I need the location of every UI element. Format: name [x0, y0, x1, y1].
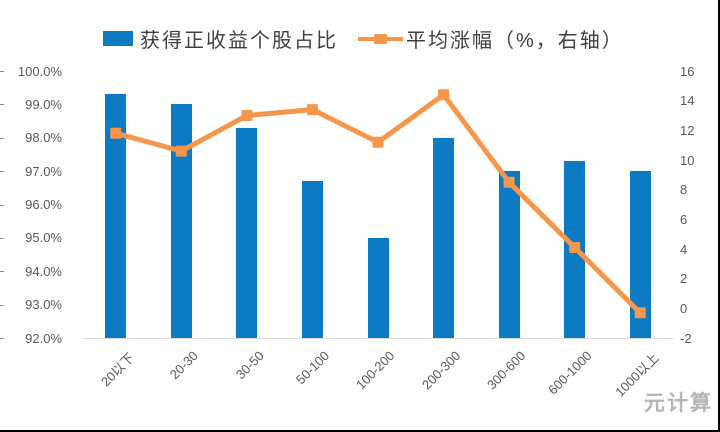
left-axis-tickmark [0, 104, 4, 106]
legend-item-line-series: 平均涨幅（%，右轴） [358, 24, 624, 53]
line-series-swatch-icon [358, 31, 403, 46]
right-axis-tick-label: 2 [680, 271, 688, 287]
left-axis-tick-label: 96.0% [25, 197, 62, 212]
legend: 获得正收益个股占比 平均涨幅（%，右轴） [103, 24, 624, 53]
line-marker-100-200 [372, 136, 384, 148]
left-axis-tick-label: 95.0% [25, 230, 62, 246]
right-axis-tick-label: 6 [680, 211, 688, 227]
right-axis-tick-label: 0 [680, 300, 688, 316]
line-marker-30-50 [241, 110, 253, 121]
right-axis-tick-label: 4 [680, 241, 688, 257]
line-series [110, 89, 646, 319]
bar-200-300 [433, 137, 455, 338]
bar-100-200 [367, 237, 389, 338]
left-axis-tickmark [0, 338, 4, 339]
right-axis-tick-label: 14 [680, 93, 695, 109]
right-axis-tick-label: 16 [680, 63, 695, 79]
left-axis-tick-label: 93.0% [25, 297, 62, 313]
line-marker-200-300 [438, 89, 450, 101]
left-axis-tickmark [0, 304, 4, 306]
bar-series-legend-label: 获得正收益个股占比 [140, 30, 338, 52]
bar-20以下 [105, 94, 127, 338]
bar-300-600 [498, 171, 520, 338]
left-axis-tickmark [0, 71, 4, 72]
left-axis-tick-label: 92.0% [25, 330, 62, 346]
line-marker-20以下 [110, 127, 122, 139]
line-marker-50-100 [306, 104, 318, 116]
bar-20-30 [170, 104, 192, 338]
left-axis-tickmark [0, 137, 4, 139]
right-axis-tick-label: 12 [680, 122, 695, 138]
left-axis-tick-label: 98.0% [25, 130, 62, 146]
bar-series-swatch-icon [103, 31, 133, 46]
x-axis-line [83, 338, 673, 339]
watermark: 元计算 [644, 392, 713, 415]
right-y-axis: 16 14 12 10 8 6 4 2 0 -2 [680, 0, 718, 430]
right-axis-tick-label: 8 [680, 182, 688, 198]
left-axis-tick-label: 100.0% [17, 63, 62, 79]
line-marker-20-30 [175, 145, 187, 157]
left-axis-tick-label: 97.0% [25, 163, 62, 179]
bar-1000以上 [629, 171, 651, 338]
left-axis-tick-label: 94.0% [25, 263, 62, 279]
left-y-axis: 100.0% 99.0% 98.0% 97.0% 96.0% 95.0% 94.0% 93.0… [0, 0, 62, 430]
left-axis-tickmark [0, 271, 4, 273]
line-marker-300-600 [503, 176, 515, 188]
bar-30-50 [236, 127, 258, 338]
bar-50-100 [301, 181, 323, 338]
left-axis-tickmark [0, 204, 4, 206]
line-marker-1000以上 [634, 307, 646, 319]
right-axis-tick-label: -2 [680, 330, 692, 346]
left-axis-tickmark [0, 171, 4, 173]
right-axis-tick-label: 10 [680, 152, 695, 168]
line-series-legend-label: 平均涨幅（%，右轴） [406, 30, 624, 52]
left-axis-tickmark [0, 237, 4, 239]
plot-area [83, 71, 673, 339]
left-axis-tick-label: 99.0% [25, 96, 62, 112]
legend-item-bar-series: 获得正收益个股占比 [103, 24, 338, 53]
line-marker-600-1000 [569, 242, 581, 253]
x-axis: 20以下 20-30 30-50 50-100 100-200 200-300 300-60… [98, 348, 662, 400]
